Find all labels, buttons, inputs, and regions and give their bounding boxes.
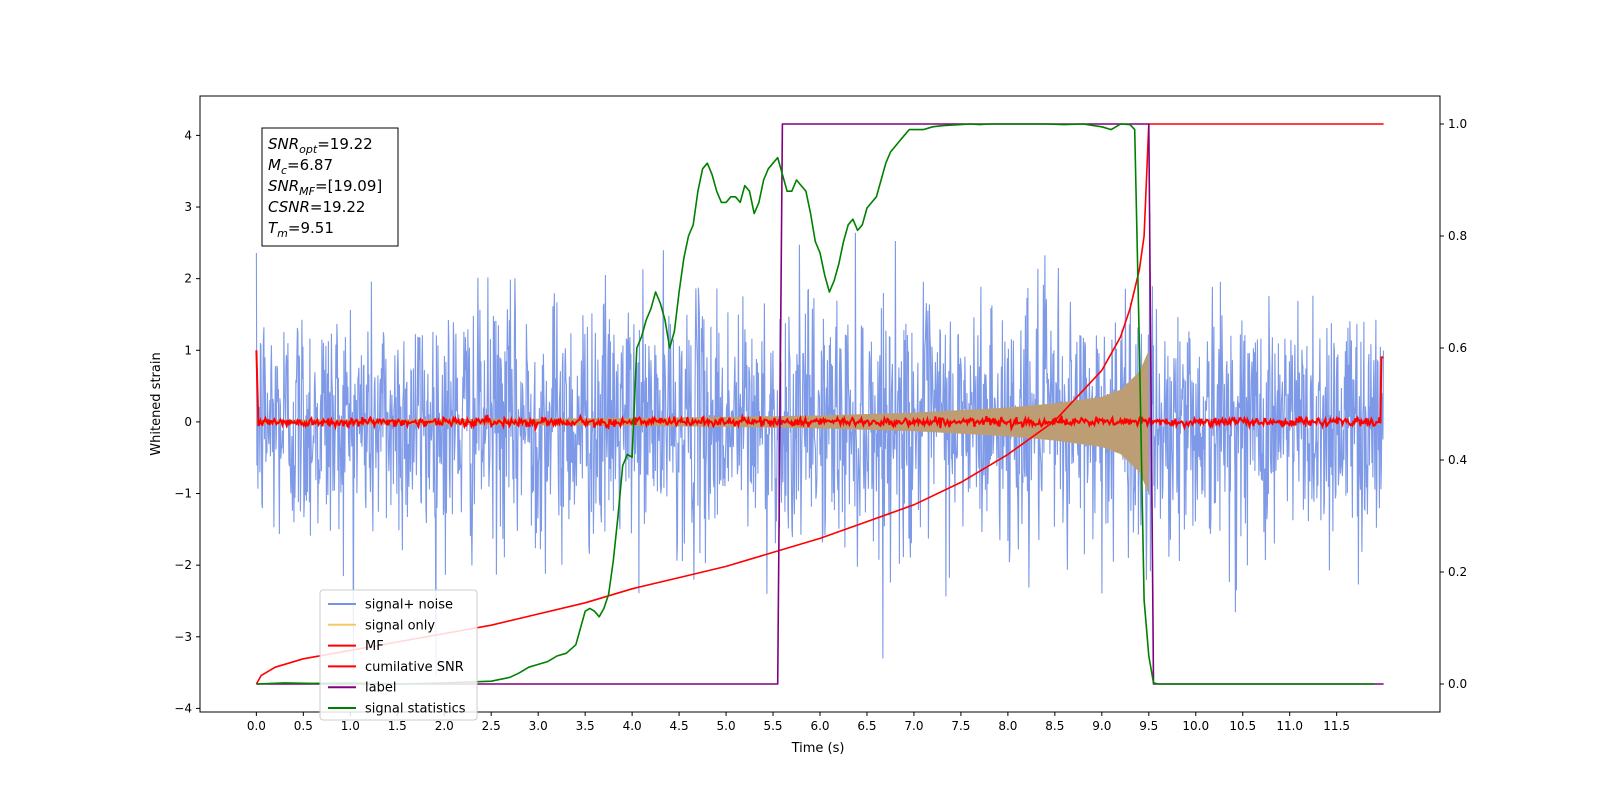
left-y-tick-label: 1 [184,343,192,357]
legend: signal+ noise signal only MF cumilative SNR… [319,589,478,721]
right-y-tick-label: 0.4 [1448,453,1467,467]
x-tick-label: 9.0 [1092,719,1111,733]
x-tick-label: 3.5 [576,719,595,733]
x-tick-label: 0.0 [247,719,266,733]
x-tick-label: 10.5 [1229,719,1256,733]
stats-line: SNRopt=19.22 [268,135,373,156]
x-axis-ticks: 0.0 0.5 1.0 1.5 2.0 2.5 3.0 3.5 4.0 4.5 5.0 5.5 6.0 6… [247,712,1350,733]
left-y-axis-ticks: −4 −3 −2 −1 0 1 2 3 4 [174,128,200,715]
right-y-tick-label: 0.6 [1448,341,1467,355]
left-y-tick-label: 2 [184,272,192,286]
x-tick-label: 8.5 [1045,719,1064,733]
left-y-tick-label: 4 [184,128,192,142]
right-y-tick-label: 0.8 [1448,229,1467,243]
right-y-axis-ticks: 0.0 0.2 0.4 0.6 0.8 1.0 [1440,117,1467,691]
left-y-tick-label: 3 [184,200,192,214]
left-y-tick-label: −4 [174,701,192,715]
x-tick-label: 5.5 [763,719,782,733]
x-tick-label: 5.0 [717,719,736,733]
x-tick-label: 0.5 [294,719,313,733]
x-axis-label: Time (s) [791,741,845,756]
x-tick-label: 1.5 [388,719,407,733]
x-tick-label: 6.0 [810,719,829,733]
stats-annotation-box: SNRopt=19.22Mc=6.87SNRMF=[19.09]CSNR=19.… [261,127,399,247]
legend-label: signal+ noise [365,598,453,613]
series-signal-only-envelope [256,350,1149,494]
x-tick-label: 4.0 [623,719,642,733]
legend-label: label [365,681,396,696]
x-tick-label: 3.0 [529,719,548,733]
series-mf-line [255,350,1384,433]
x-tick-label: 8.0 [998,719,1017,733]
x-tick-label: 1.0 [341,719,360,733]
series-signal-noise-line [255,213,1384,676]
right-y-tick-label: 1.0 [1448,117,1467,131]
x-tick-label: 9.5 [1139,719,1158,733]
x-tick-label: 4.5 [670,719,689,733]
stats-line: SNRMF=[19.09] [268,177,382,198]
stats-line: Mc=6.87 [268,156,333,177]
right-y-tick-label: 0.0 [1448,677,1467,691]
legend-label: signal only [365,618,435,633]
x-tick-label: 7.0 [904,719,923,733]
left-y-tick-label: 0 [184,415,192,429]
series-signal-statistics-line [256,123,1375,685]
x-tick-label: 2.0 [435,719,454,733]
left-y-tick-label: −1 [174,487,192,501]
legend-label: signal statistics [365,702,466,717]
stats-line: Tm=9.51 [268,219,334,240]
x-tick-label: 2.5 [482,719,501,733]
right-y-tick-label: 0.2 [1448,565,1467,579]
x-tick-label: 6.5 [857,719,876,733]
x-tick-label: 10.0 [1182,719,1209,733]
legend-label: MF [365,639,384,654]
left-y-tick-label: −2 [174,558,192,572]
y-axis-label: Whitened strain [149,352,164,455]
stats-line: CSNR=19.22 [268,198,365,216]
left-y-tick-label: −3 [174,630,192,644]
legend-label: cumilative SNR [365,660,464,675]
x-tick-label: 11.0 [1276,719,1303,733]
x-tick-label: 11.5 [1323,719,1350,733]
x-tick-label: 7.5 [951,719,970,733]
